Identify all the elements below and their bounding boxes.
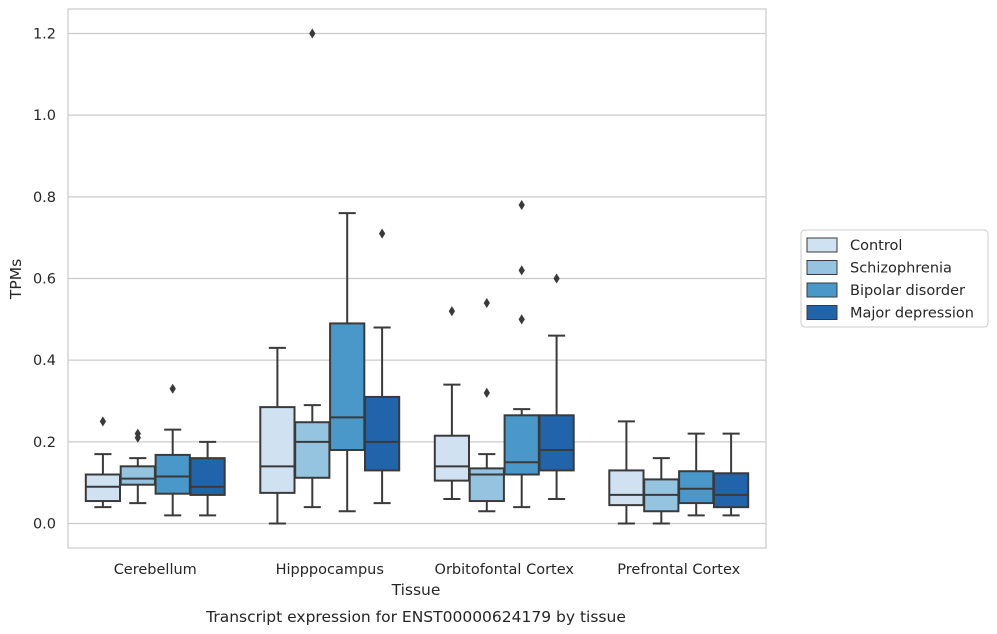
- box-group: [712, 432, 750, 517]
- x-tick-labels: Cerebellum Hipppocampus Orbitofontal Corte…: [114, 562, 741, 578]
- box: [678, 470, 715, 505]
- box-layer: [84, 28, 750, 525]
- box: [119, 465, 156, 486]
- outlier-point: [448, 306, 456, 317]
- y-tick-label: 0.2: [33, 435, 56, 451]
- box: [363, 395, 401, 472]
- y-tick-label: 0.8: [33, 190, 56, 206]
- outlier-point: [518, 314, 525, 325]
- box-group: [643, 457, 680, 525]
- box: [189, 457, 226, 496]
- x-tick-label: Prefrontal Cortex: [617, 562, 740, 578]
- legend-label: Bipolar disorder: [850, 283, 965, 299]
- y-tick-label: 1.2: [33, 27, 56, 43]
- x-axis-label: Tissue: [391, 581, 441, 599]
- box: [538, 414, 575, 472]
- x-tick-label: Hipppocampus: [276, 562, 384, 578]
- box-group: [189, 440, 226, 517]
- outlier-point: [483, 297, 490, 309]
- legend-items: Control Schizophrenia Bipolar disorder Majo…: [806, 237, 974, 322]
- chart-caption: Transcript expression for ENST0000062417…: [205, 608, 626, 626]
- legend-swatch: [806, 282, 838, 298]
- box: [329, 322, 366, 451]
- box: [712, 472, 750, 509]
- y-tick-label: 1.0: [33, 108, 56, 124]
- outlier-point: [309, 28, 316, 39]
- x-tick-label: Orbitofontal Cortex: [435, 562, 575, 578]
- legend-label: Schizophrenia: [850, 261, 952, 277]
- outlier-point: [99, 416, 107, 427]
- legend-label: Control: [850, 238, 902, 254]
- box-group: [119, 428, 156, 505]
- box: [433, 434, 471, 482]
- box: [84, 473, 122, 503]
- box-group: [538, 273, 575, 500]
- outlier-point: [134, 428, 141, 439]
- outlier-point: [518, 199, 525, 211]
- box: [294, 421, 331, 479]
- y-tick-label: 0.6: [33, 272, 56, 288]
- box-group: [468, 297, 505, 513]
- y-axis-label: TPMs: [7, 259, 25, 300]
- box-group: [678, 432, 715, 517]
- box-group: [329, 212, 366, 513]
- legend: Control Schizophrenia Bipolar disorder Majo…: [800, 229, 989, 328]
- legend-swatch: [806, 260, 838, 275]
- legend-frame: [800, 229, 989, 328]
- outlier-point: [553, 273, 560, 284]
- box: [154, 453, 191, 495]
- box-group: [433, 306, 471, 500]
- box: [503, 414, 540, 476]
- y-tick-label: 0.0: [33, 517, 56, 533]
- legend-swatch: [806, 305, 838, 320]
- outlier-point: [169, 383, 176, 394]
- y-tick-labels: 0.0 0.2 0.4 0.6 0.8 1.0 1.2: [33, 27, 56, 533]
- outlier-point: [518, 265, 525, 276]
- box: [468, 467, 505, 503]
- box: [608, 469, 645, 507]
- legend-swatch: [806, 237, 838, 253]
- outlier-point: [378, 228, 386, 239]
- box-group: [503, 199, 540, 509]
- box-group: [84, 416, 122, 509]
- outlier-point: [483, 387, 490, 398]
- box: [259, 406, 296, 494]
- y-tick-label: 0.4: [33, 353, 56, 369]
- legend-label: Major depression: [850, 306, 974, 322]
- box-group: [154, 383, 191, 517]
- plot-frame: [67, 8, 767, 549]
- y-gridlines: [68, 32, 766, 525]
- box-group: [363, 228, 401, 505]
- x-tick-label: Cerebellum: [114, 562, 197, 578]
